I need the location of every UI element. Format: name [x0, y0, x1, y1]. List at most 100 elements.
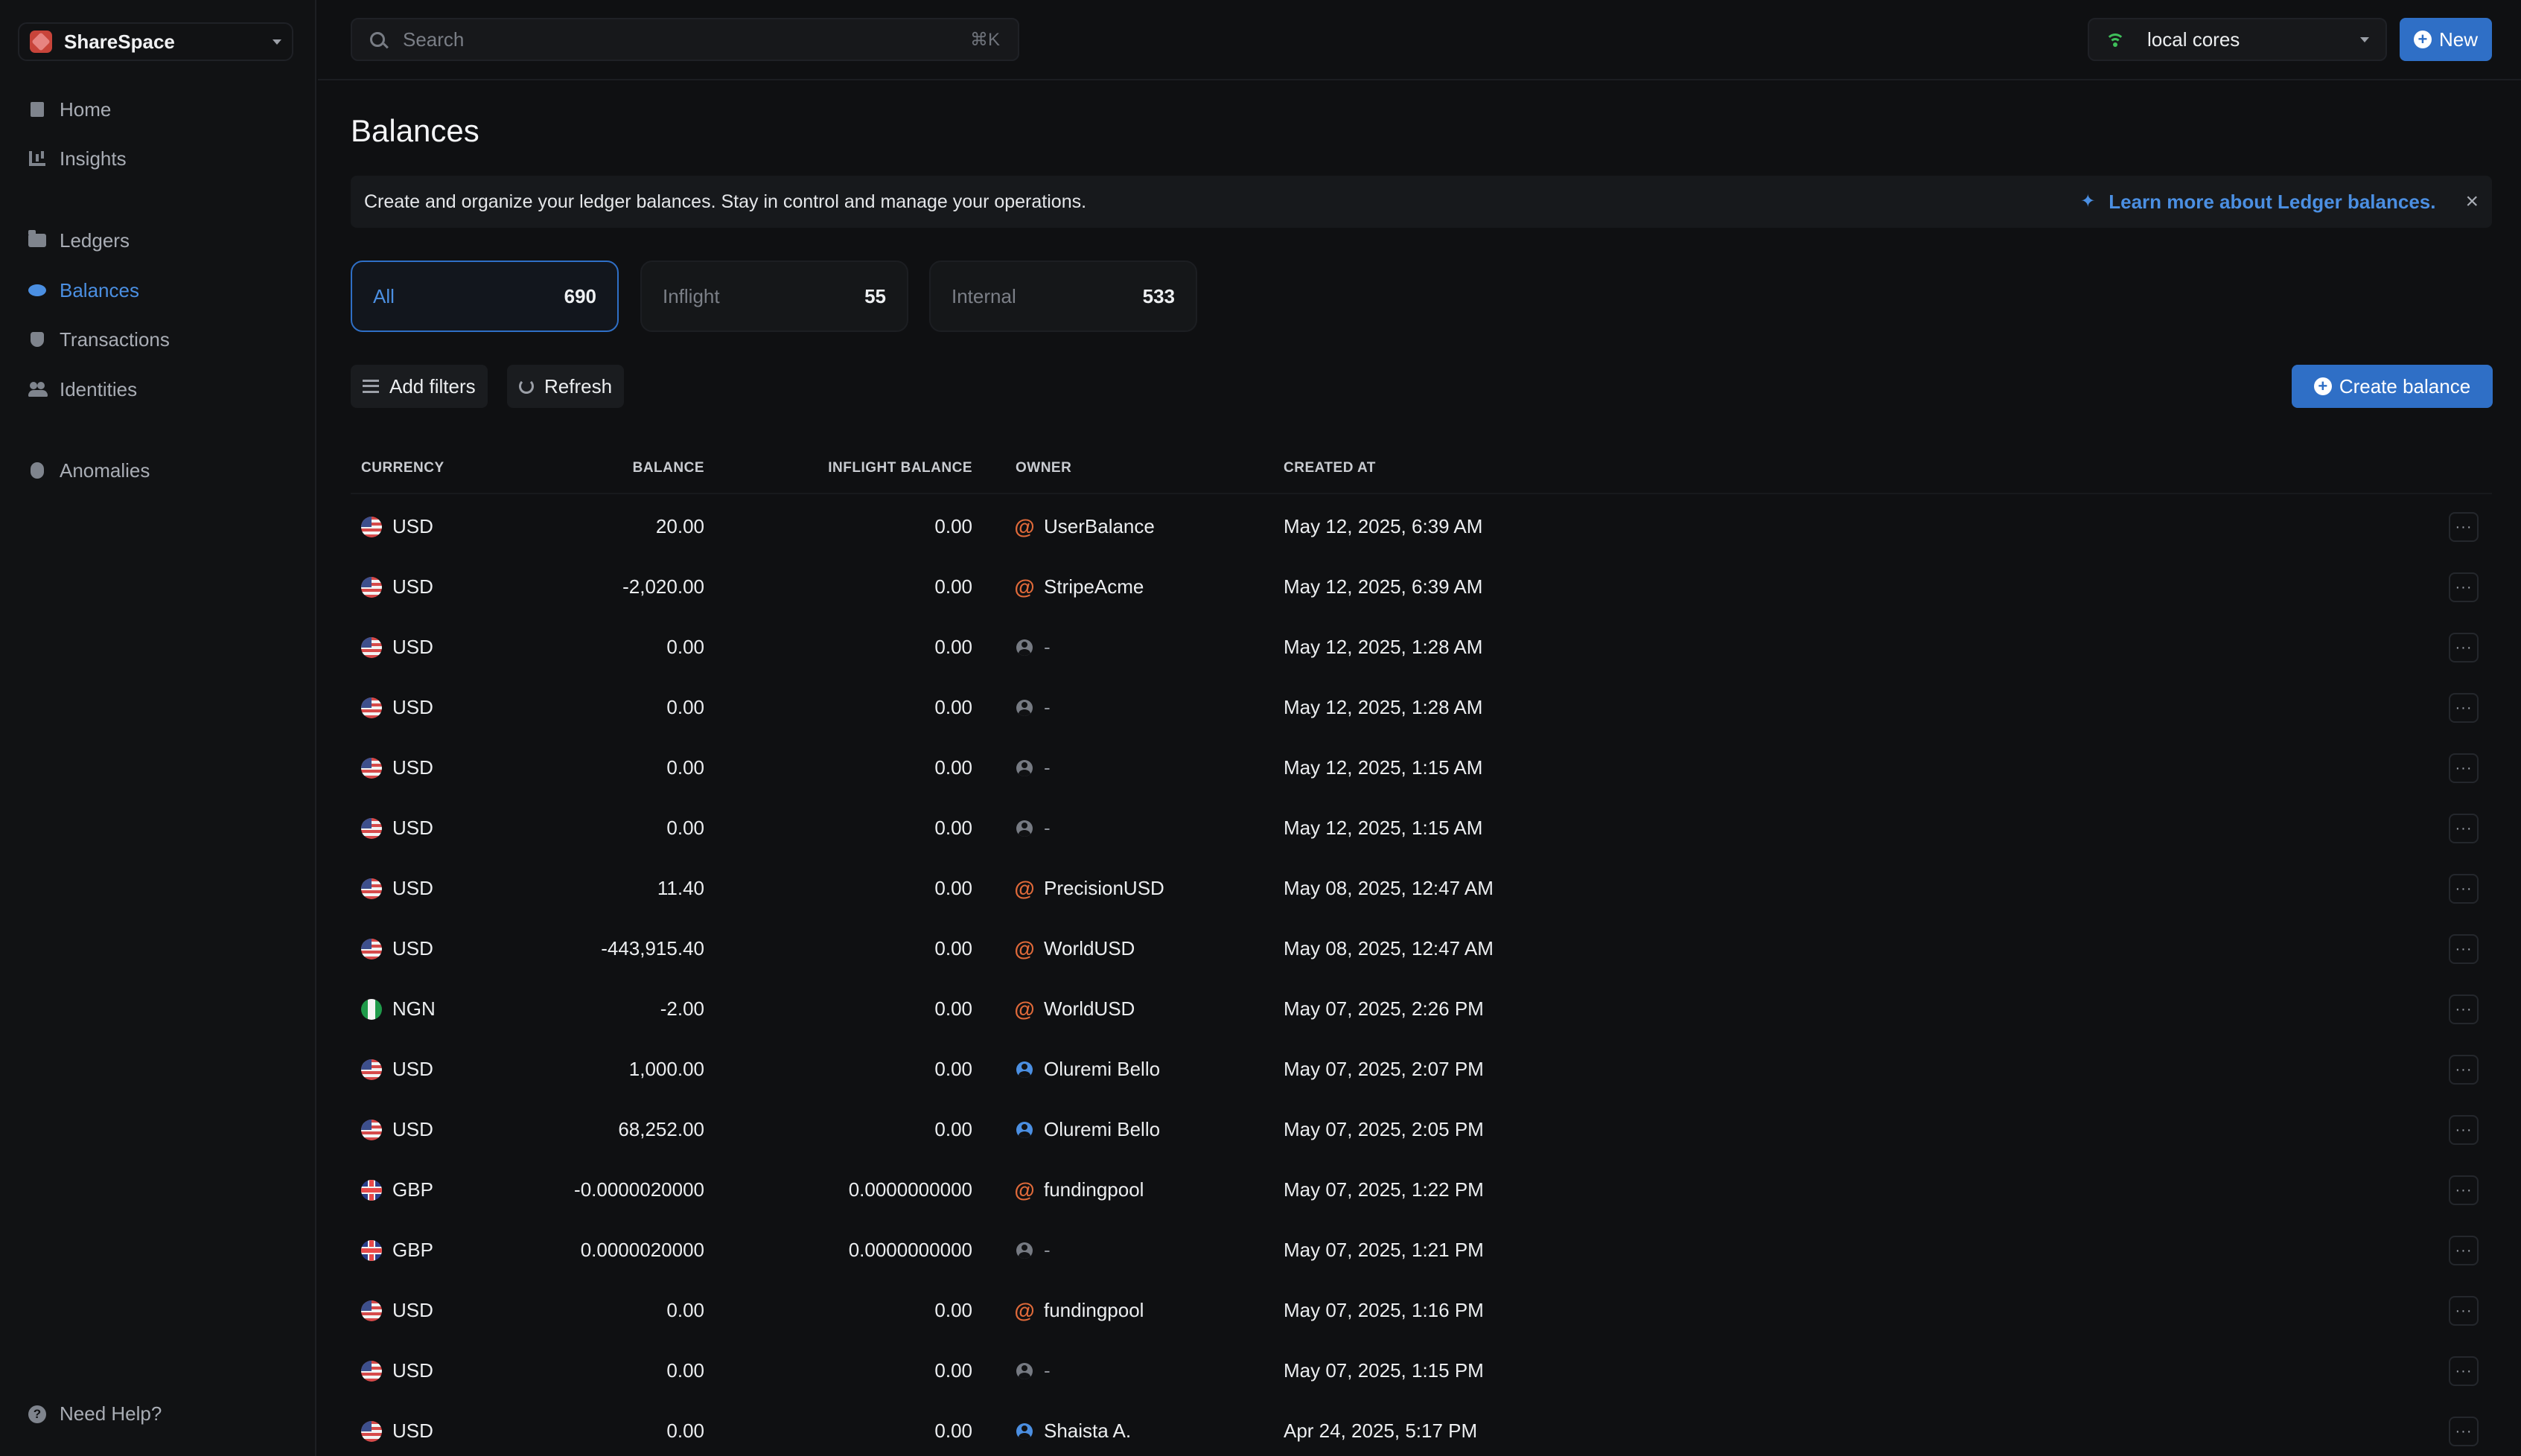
table-row[interactable]: USD 0.00 0.00 - May 12, 2025, 1:28 AM ··…	[351, 617, 2492, 677]
column-header-currency[interactable]: CURRENCY	[361, 460, 444, 476]
owner-name: -	[1044, 1239, 1051, 1261]
table-row[interactable]: USD 0.00 0.00 - May 12, 2025, 1:28 AM ··…	[351, 677, 2492, 738]
refresh-button[interactable]: Refresh	[507, 365, 625, 408]
currency-cell: USD	[361, 798, 433, 858]
owner-cell[interactable]: @ UserBalance	[1014, 496, 1155, 557]
currency-cell: USD	[361, 1099, 433, 1160]
sidebar-item-transactions[interactable]: Transactions	[28, 325, 170, 354]
page-title: Balances	[351, 113, 479, 148]
row-more-button[interactable]: ···	[2449, 1115, 2479, 1145]
table-row[interactable]: USD 0.00 0.00 - May 07, 2025, 1:15 PM ··…	[351, 1341, 2492, 1401]
search-placeholder: Search	[403, 28, 465, 51]
close-icon[interactable]: ×	[2465, 189, 2479, 214]
column-header-owner[interactable]: OWNER	[1016, 460, 1072, 476]
create-balance-button[interactable]: + Create balance	[2292, 365, 2493, 408]
column-header-inflight-balance[interactable]: INFLIGHT BALANCE	[828, 460, 972, 476]
owner-cell[interactable]: @ fundingpool	[1014, 1280, 1144, 1341]
row-more-button[interactable]: ···	[2449, 994, 2479, 1024]
table-row[interactable]: USD 68,252.00 0.00 Oluremi Bello May 07,…	[351, 1099, 2492, 1160]
column-header-balance[interactable]: BALANCE	[632, 460, 704, 476]
owner-name: -	[1044, 756, 1051, 779]
search-input[interactable]: Search ⌘K	[351, 18, 1019, 61]
currency-cell: USD	[361, 1341, 433, 1401]
table-row[interactable]: USD 0.00 0.00 - May 12, 2025, 1:15 AM ··…	[351, 798, 2492, 858]
row-more-button[interactable]: ···	[2449, 874, 2479, 904]
user-icon	[1016, 1242, 1033, 1259]
created-at-cell: May 08, 2025, 12:47 AM	[1284, 937, 1494, 960]
new-button[interactable]: + New	[2400, 18, 2492, 61]
owner-name: -	[1044, 636, 1051, 658]
owner-cell[interactable]: @ WorldUSD	[1014, 919, 1135, 979]
shield-icon	[28, 331, 46, 348]
table-row[interactable]: USD 1,000.00 0.00 Oluremi Bello May 07, …	[351, 1039, 2492, 1099]
flag-icon	[361, 1179, 382, 1201]
search-icon	[370, 32, 385, 47]
currency-cell: USD	[361, 1039, 433, 1099]
sidebar-item-balances[interactable]: Balances	[28, 275, 139, 305]
created-at-cell: May 12, 2025, 1:28 AM	[1284, 696, 1483, 718]
environment-selector[interactable]: local cores	[2088, 18, 2387, 61]
flag-icon	[361, 1300, 382, 1321]
info-banner: Create and organize your ledger balances…	[351, 176, 2492, 228]
row-more-button[interactable]: ···	[2449, 1236, 2479, 1265]
currency-code: USD	[392, 515, 433, 537]
tab-all[interactable]: All 690	[351, 261, 619, 332]
table-row[interactable]: USD 0.00 0.00 Shaista A. Apr 24, 2025, 5…	[351, 1401, 2492, 1456]
table-row[interactable]: USD -2,020.00 0.00 @ StripeAcme May 12, …	[351, 557, 2492, 617]
owner-cell[interactable]: Oluremi Bello	[1016, 1099, 1160, 1160]
environment-label: local cores	[2147, 28, 2240, 51]
owner-cell[interactable]: Oluremi Bello	[1016, 1039, 1160, 1099]
row-more-button[interactable]: ···	[2449, 814, 2479, 843]
sidebar-item-ledgers[interactable]: Ledgers	[28, 226, 130, 255]
table-row[interactable]: USD -443,915.40 0.00 @ WorldUSD May 08, …	[351, 919, 2492, 979]
column-header-created-at[interactable]: CREATED AT	[1284, 460, 1376, 476]
row-more-button[interactable]: ···	[2449, 1055, 2479, 1085]
table-row[interactable]: USD 0.00 0.00 @ fundingpool May 07, 2025…	[351, 1280, 2492, 1341]
created-at-cell: May 08, 2025, 12:47 AM	[1284, 877, 1494, 899]
workspace-switcher[interactable]: ShareSpace	[18, 22, 293, 61]
inflight-balance-cell: 0.00	[934, 696, 972, 718]
owner-cell: -	[1016, 1220, 1051, 1280]
owner-cell[interactable]: Shaista A.	[1016, 1401, 1131, 1456]
sidebar-item-home[interactable]: Home	[28, 95, 111, 124]
owner-cell[interactable]: @ fundingpool	[1014, 1160, 1144, 1220]
inflight-balance-cell: 0.0000000000	[848, 1239, 972, 1261]
workspace-name: ShareSpace	[64, 30, 175, 53]
row-more-button[interactable]: ···	[2449, 934, 2479, 964]
row-more-button[interactable]: ···	[2449, 633, 2479, 662]
table-row[interactable]: USD 20.00 0.00 @ UserBalance May 12, 202…	[351, 496, 2492, 557]
table-row[interactable]: GBP 0.0000020000 0.0000000000 - May 07, …	[351, 1220, 2492, 1280]
sidebar-item-identities[interactable]: Identities	[28, 374, 137, 404]
owner-name: fundingpool	[1044, 1178, 1144, 1201]
table-row[interactable]: USD 11.40 0.00 @ PrecisionUSD May 08, 20…	[351, 858, 2492, 919]
row-more-button[interactable]: ···	[2449, 1175, 2479, 1205]
new-button-label: New	[2438, 28, 2478, 51]
table-row[interactable]: NGN -2.00 0.00 @ WorldUSD May 07, 2025, …	[351, 979, 2492, 1039]
currency-code: USD	[392, 877, 433, 899]
owner-cell[interactable]: @ StripeAcme	[1014, 557, 1144, 617]
sidebar-item-anomalies[interactable]: Anomalies	[28, 456, 150, 485]
tab-label: All	[373, 284, 395, 307]
row-more-button[interactable]: ···	[2449, 753, 2479, 783]
plus-circle-icon: +	[2313, 377, 2332, 395]
row-more-button[interactable]: ···	[2449, 1356, 2479, 1386]
owner-name: Oluremi Bello	[1044, 1118, 1161, 1140]
tab-internal[interactable]: Internal 533	[929, 261, 1197, 332]
need-help-link[interactable]: ? Need Help?	[28, 1402, 162, 1425]
add-filters-button[interactable]: Add filters	[351, 365, 488, 408]
row-more-button[interactable]: ···	[2449, 512, 2479, 542]
owner-name: StripeAcme	[1044, 575, 1144, 598]
tab-inflight[interactable]: Inflight 55	[640, 261, 908, 332]
row-more-button[interactable]: ···	[2449, 572, 2479, 602]
learn-more-link[interactable]: Learn more about Ledger balances.	[2080, 191, 2435, 214]
owner-cell[interactable]: @ PrecisionUSD	[1014, 858, 1164, 919]
created-at-cell: May 07, 2025, 2:07 PM	[1284, 1058, 1484, 1080]
sidebar-item-insights[interactable]: Insights	[28, 144, 127, 173]
at-icon: @	[1014, 997, 1035, 1021]
row-more-button[interactable]: ···	[2449, 1296, 2479, 1326]
row-more-button[interactable]: ···	[2449, 693, 2479, 723]
row-more-button[interactable]: ···	[2449, 1417, 2479, 1446]
table-row[interactable]: GBP -0.0000020000 0.0000000000 @ funding…	[351, 1160, 2492, 1220]
table-row[interactable]: USD 0.00 0.00 - May 12, 2025, 1:15 AM ··…	[351, 738, 2492, 798]
owner-cell[interactable]: @ WorldUSD	[1014, 979, 1135, 1039]
